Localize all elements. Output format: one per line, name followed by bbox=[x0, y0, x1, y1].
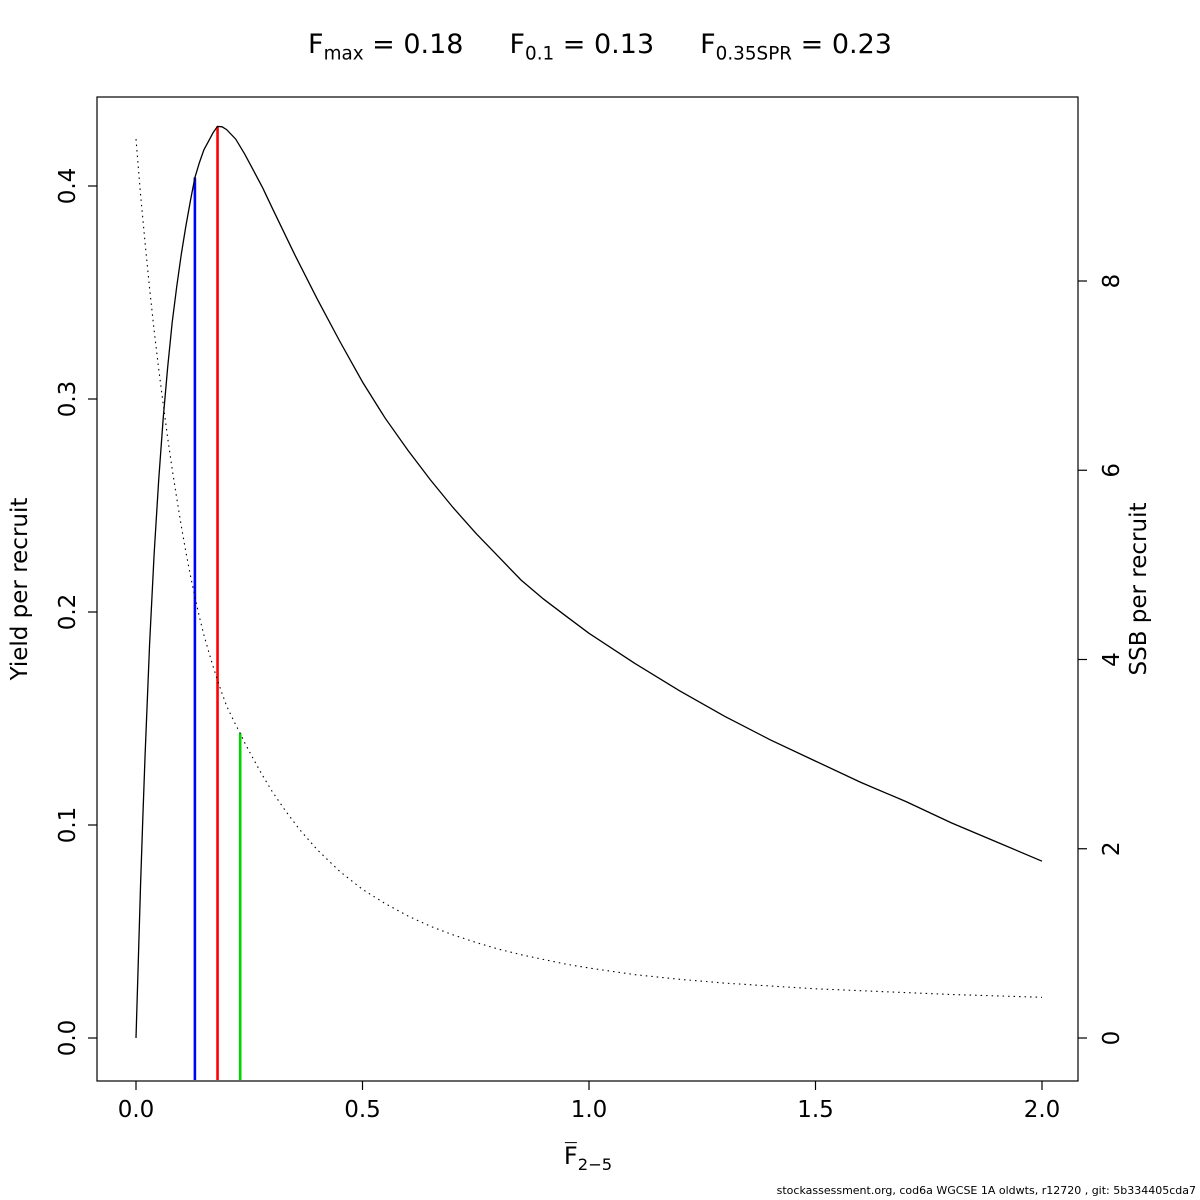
y-axis-left-tick-label: 0.3 bbox=[55, 381, 81, 418]
x-axis-tick-label: 2.0 bbox=[1024, 1097, 1061, 1123]
title-fmax: Fmax = 0.18 bbox=[308, 30, 463, 65]
title-fmax-value: = 0.18 bbox=[363, 29, 464, 60]
title-fmax-sub: max bbox=[323, 43, 364, 65]
x-axis-label: F2−5 bbox=[564, 1142, 612, 1174]
y-axis-right-tick-label: 8 bbox=[1099, 274, 1125, 289]
y-axis-label-left: Yield per recruit bbox=[7, 497, 33, 681]
y-axis-label-right: SSB per recruit bbox=[1126, 502, 1152, 676]
x-axis-tick-label: 1.5 bbox=[797, 1097, 834, 1123]
y-axis-right-tick-label: 6 bbox=[1099, 463, 1125, 478]
y-axis-left-tick-label: 0.1 bbox=[55, 807, 81, 844]
plot-box bbox=[96, 96, 1079, 1082]
x-axis-tick-label: 0.5 bbox=[344, 1097, 381, 1123]
title-f035spr-base: F bbox=[700, 29, 716, 60]
x-axis-label-base: F bbox=[563, 1142, 578, 1171]
x-axis-label-sub: 2−5 bbox=[577, 1154, 613, 1174]
title-fmax-base: F bbox=[308, 29, 324, 60]
title-f035spr-sub: 0.35SPR bbox=[715, 43, 793, 65]
title-f035spr: F0.35SPR = 0.23 bbox=[700, 30, 892, 65]
footer-attribution: stockassessment.org, cod6a WGCSE 1A oldw… bbox=[776, 1184, 1196, 1197]
title-f01-value: = 0.13 bbox=[554, 29, 655, 60]
y-axis-right-tick-label: 2 bbox=[1099, 841, 1125, 856]
y-axis-left-tick-label: 0.4 bbox=[55, 168, 81, 205]
title-f035spr-value: = 0.23 bbox=[792, 29, 892, 60]
title-f01-base: F bbox=[509, 29, 526, 60]
ssb-per-recruit-curve bbox=[135, 139, 1043, 998]
yield-per-recruit-curve bbox=[135, 125, 1043, 1039]
title-f01-sub: 0.1 bbox=[525, 43, 555, 65]
title-f01: F0.1 = 0.13 bbox=[509, 30, 654, 65]
y-axis-right-tick-label: 0 bbox=[1099, 1031, 1125, 1046]
x-axis-tick-label: 1.0 bbox=[571, 1097, 608, 1123]
y-axis-left-tick-label: 0.2 bbox=[55, 594, 81, 631]
chart-title: Fmax = 0.18 F0.1 = 0.13 F0.35SPR = 0.23 bbox=[0, 30, 1200, 65]
y-axis-right-tick-label: 4 bbox=[1099, 652, 1125, 667]
y-axis-left-tick-label: 0.0 bbox=[55, 1020, 81, 1057]
x-axis-tick-label: 0.0 bbox=[118, 1097, 155, 1123]
